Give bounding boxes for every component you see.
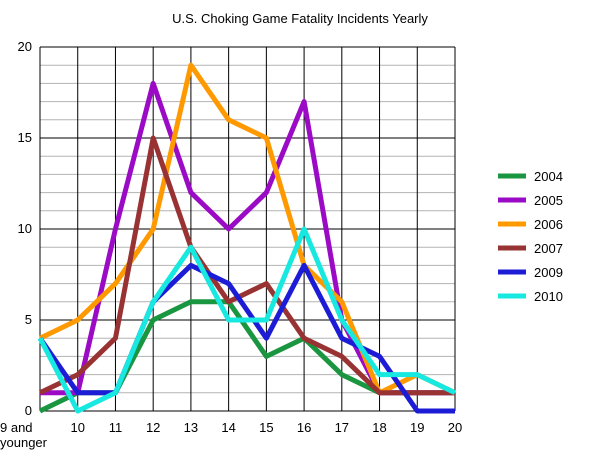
legend-label-2007: 2007 xyxy=(534,241,563,256)
x-tick-label: 16 xyxy=(297,420,311,435)
legend-label-2009: 2009 xyxy=(534,265,563,280)
x-tick-label: 12 xyxy=(146,420,160,435)
axes: 0 5 10 15 20 9 and younger 10 11 12 13 14 15 16 17 18 19… xyxy=(0,39,462,450)
series-line-2010 xyxy=(37,226,457,414)
x-tick-label: 19 xyxy=(410,420,424,435)
series-line-2006 xyxy=(38,62,457,396)
y-tick-label: 20 xyxy=(18,39,32,54)
x-tick-label: 14 xyxy=(221,420,235,435)
legend: 2004 2005 2006 2007 2009 2010 xyxy=(498,169,563,304)
series-line-2009 xyxy=(37,262,455,414)
x-tick-label: 20 xyxy=(448,420,462,435)
series-lines xyxy=(37,62,457,414)
legend-label-2006: 2006 xyxy=(534,217,563,232)
x-tick-label: 15 xyxy=(259,420,273,435)
series-line-2007 xyxy=(38,135,455,396)
legend-label-2010: 2010 xyxy=(534,289,563,304)
y-tick-label: 15 xyxy=(18,130,32,145)
x-tick-label: 13 xyxy=(184,420,198,435)
legend-label-2004: 2004 xyxy=(534,169,563,184)
x-tick-label: 9 and younger xyxy=(0,420,48,450)
y-tick-label: 5 xyxy=(25,312,32,327)
x-tick-label: 17 xyxy=(335,420,349,435)
y-tick-label: 10 xyxy=(18,221,32,236)
x-tick-label: 18 xyxy=(372,420,386,435)
legend-label-2005: 2005 xyxy=(534,193,563,208)
grid xyxy=(39,46,456,412)
chart-title: U.S. Choking Game Fatality Incidents Yea… xyxy=(172,11,428,26)
x-tick-label: 10 xyxy=(70,420,84,435)
y-tick-label: 0 xyxy=(25,403,32,418)
x-tick-label: 11 xyxy=(109,420,123,435)
